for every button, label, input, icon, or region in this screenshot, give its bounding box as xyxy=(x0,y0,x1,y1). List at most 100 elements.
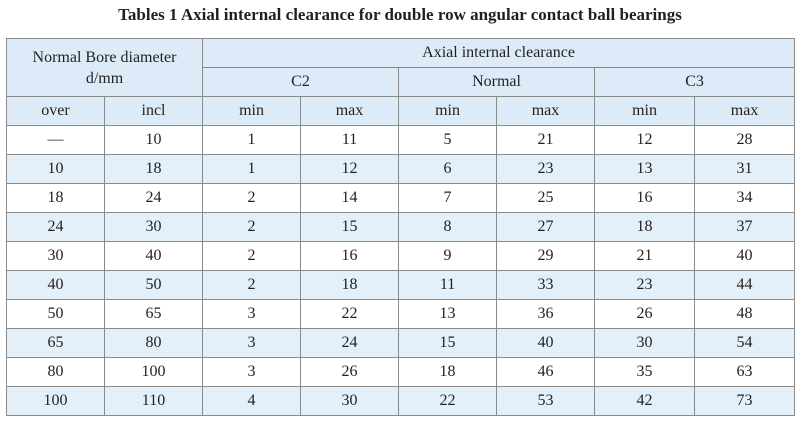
group-header-c2: C2 xyxy=(202,67,400,97)
table-cell: 1 xyxy=(202,154,302,184)
table-cell: 2 xyxy=(202,270,302,300)
clearance-table: Normal Bore diameter d/mm Axial internal… xyxy=(5,38,796,416)
table-cell: 29 xyxy=(496,241,596,271)
group-header-normal: Normal xyxy=(398,67,596,97)
table-cell: 44 xyxy=(694,270,796,300)
table-cell: 18 xyxy=(300,270,400,300)
table-cell: 9 xyxy=(398,241,498,271)
bore-header-line1: Normal Bore diameter xyxy=(32,48,177,66)
table-cell: 100 xyxy=(103,357,204,387)
table-cell: 18 xyxy=(103,154,204,184)
table-cell: 2 xyxy=(202,212,302,242)
table-cell: 10 xyxy=(6,154,105,184)
table-cell: 16 xyxy=(300,241,400,271)
table-cell: 25 xyxy=(496,183,596,213)
subheader-normal-min: min xyxy=(398,96,498,126)
table-cell: 26 xyxy=(594,299,696,329)
table-cell: 12 xyxy=(300,154,400,184)
table-row: 24 30 2 15 8 27 18 37 xyxy=(6,212,796,242)
table-cell: 23 xyxy=(496,154,596,184)
table-cell: 34 xyxy=(694,183,796,213)
table-cell: 10 xyxy=(103,125,204,155)
table-cell: 13 xyxy=(398,299,498,329)
table-cell: 23 xyxy=(594,270,696,300)
table-cell: — xyxy=(6,125,105,155)
table-cell: 40 xyxy=(6,270,105,300)
table-cell: 3 xyxy=(202,357,302,387)
bore-header-line2: d/mm xyxy=(85,69,124,87)
header-row-3: over incl min max min max min max xyxy=(6,96,796,126)
table-cell: 73 xyxy=(694,386,796,416)
subheader-over: over xyxy=(6,96,105,126)
table-cell: 21 xyxy=(496,125,596,155)
table-cell: 50 xyxy=(103,270,204,300)
table-cell: 22 xyxy=(300,299,400,329)
group-header-c3: C3 xyxy=(594,67,796,97)
table-cell: 27 xyxy=(496,212,596,242)
table-cell: 42 xyxy=(594,386,696,416)
table-cell: 40 xyxy=(103,241,204,271)
table-cell: 28 xyxy=(694,125,796,155)
table-cell: 7 xyxy=(398,183,498,213)
table-row: 100 110 4 30 22 53 42 73 xyxy=(6,386,796,416)
subheader-c2-max: max xyxy=(300,96,400,126)
table-row: 30 40 2 16 9 29 21 40 xyxy=(6,241,796,271)
header-row-2: C2 Normal C3 xyxy=(7,67,796,97)
table-cell: 24 xyxy=(103,183,204,213)
subheader-c3-min: min xyxy=(594,96,696,126)
table-cell: 18 xyxy=(398,357,498,387)
table-cell: 53 xyxy=(496,386,596,416)
table-cell: 31 xyxy=(694,154,796,184)
table-row: 80 100 3 26 18 46 35 63 xyxy=(6,357,796,387)
table-cell: 11 xyxy=(300,125,400,155)
table-cell: 37 xyxy=(694,212,796,242)
table-cell: 80 xyxy=(103,328,204,358)
table-cell: 65 xyxy=(103,299,204,329)
table-cell: 54 xyxy=(694,328,796,358)
table-row: 10 18 1 12 6 23 13 31 xyxy=(6,154,796,184)
table-cell: 30 xyxy=(6,241,105,271)
table-cell: 18 xyxy=(594,212,696,242)
table-cell: 36 xyxy=(496,299,596,329)
table-cell: 6 xyxy=(398,154,498,184)
table-cell: 50 xyxy=(6,299,105,329)
table-cell: 13 xyxy=(594,154,696,184)
header-row-1: Normal Bore diameter d/mm Axial internal… xyxy=(5,38,796,97)
table-cell: 3 xyxy=(202,299,302,329)
subheader-c3-max: max xyxy=(694,96,796,126)
table-cell: 24 xyxy=(300,328,400,358)
table-cell: 5 xyxy=(398,125,498,155)
table-cell: 12 xyxy=(594,125,696,155)
table-cell: 8 xyxy=(398,212,498,242)
table-cell: 11 xyxy=(398,270,498,300)
table-row: 65 80 3 24 15 40 30 54 xyxy=(6,328,796,358)
table-cell: 110 xyxy=(103,386,204,416)
table-cell: 63 xyxy=(694,357,796,387)
table-row: 50 65 3 22 13 36 26 48 xyxy=(6,299,796,329)
table-cell: 30 xyxy=(300,386,400,416)
table-cell: 35 xyxy=(594,357,696,387)
table-row: — 10 1 11 5 21 12 28 xyxy=(6,125,796,155)
table-cell: 100 xyxy=(6,386,105,416)
subheader-c2-min: min xyxy=(202,96,302,126)
table-row: 18 24 2 14 7 25 16 34 xyxy=(6,183,796,213)
table-cell: 2 xyxy=(202,241,302,271)
table-cell: 16 xyxy=(594,183,696,213)
table-cell: 15 xyxy=(300,212,400,242)
table-cell: 18 xyxy=(6,183,105,213)
table-cell: 48 xyxy=(694,299,796,329)
table-title: Tables 1 Axial internal clearance for do… xyxy=(118,5,682,24)
table-cell: 40 xyxy=(496,328,596,358)
table-cell: 1 xyxy=(202,125,302,155)
table-cell: 46 xyxy=(496,357,596,387)
bore-diameter-header: Normal Bore diameter d/mm xyxy=(5,38,204,97)
table-cell: 24 xyxy=(6,212,105,242)
subheader-incl: incl xyxy=(103,96,204,126)
table-cell: 15 xyxy=(398,328,498,358)
subheader-normal-max: max xyxy=(496,96,596,126)
table-cell: 80 xyxy=(6,357,105,387)
table-cell: 14 xyxy=(300,183,400,213)
table-cell: 30 xyxy=(103,212,204,242)
table-cell: 40 xyxy=(694,241,796,271)
table-cell: 65 xyxy=(6,328,105,358)
